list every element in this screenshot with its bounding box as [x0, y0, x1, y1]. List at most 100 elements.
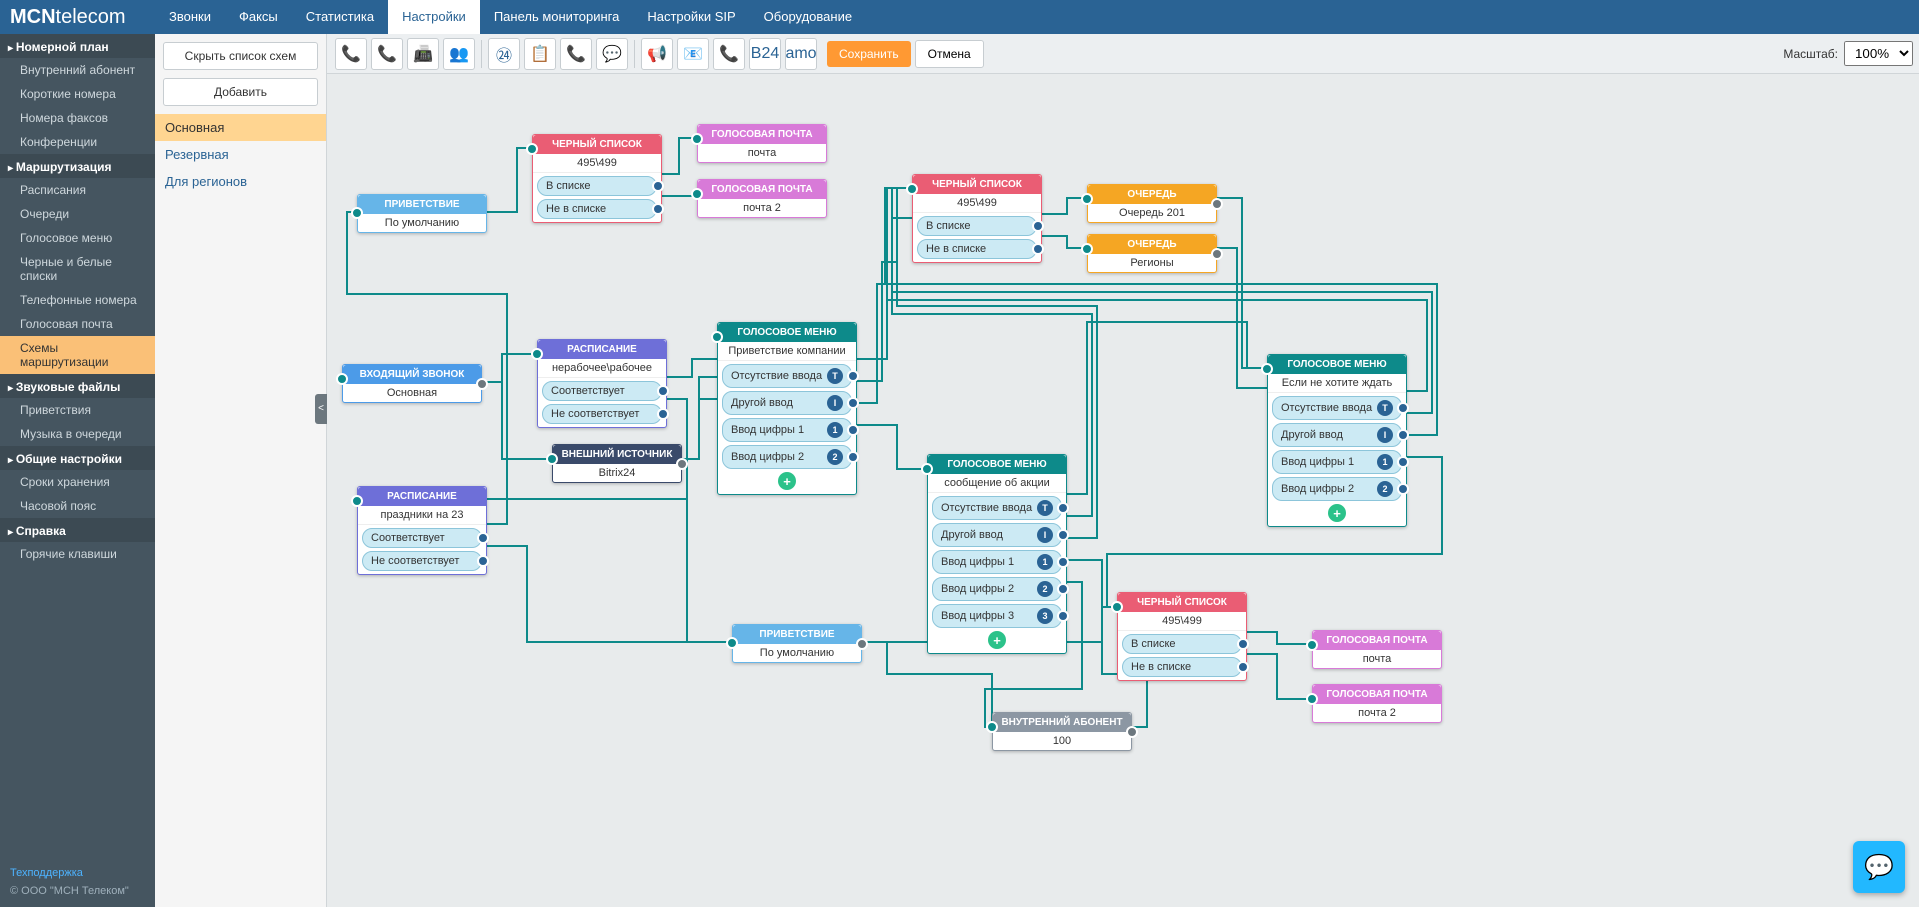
flow-node-extsrc[interactable]: ВНЕШНИЙ ИСТОЧНИКBitrix24 [552, 444, 682, 483]
node-input-port[interactable] [351, 495, 363, 507]
sidebar-section[interactable]: Звуковые файлы [0, 374, 155, 398]
node-input-port[interactable] [1081, 193, 1093, 205]
port-output[interactable] [1237, 638, 1249, 650]
node-port[interactable]: Ввод цифры 22 [932, 577, 1062, 601]
port-output[interactable] [657, 408, 669, 420]
node-port[interactable]: Соответствует [542, 381, 662, 401]
node-input-port[interactable] [906, 183, 918, 195]
flow-node-greeting[interactable]: ПРИВЕТСТВИЕПо умолчанию [357, 194, 487, 233]
port-output[interactable] [1397, 456, 1409, 468]
node-input-port[interactable] [921, 463, 933, 475]
sidebar-section[interactable]: Маршрутизация [0, 154, 155, 178]
node-port[interactable]: Ввод цифры 11 [1272, 450, 1402, 474]
node-port[interactable]: В списке [1122, 634, 1242, 654]
tool-icon[interactable]: 📠 [407, 38, 439, 70]
node-port[interactable]: Другой вводI [722, 391, 852, 415]
tool-icon[interactable]: 📞 [335, 38, 367, 70]
node-input-port[interactable] [726, 637, 738, 649]
node-port[interactable]: Отсутствие вводаT [932, 496, 1062, 520]
node-input-port[interactable] [526, 143, 538, 155]
save-button[interactable]: Сохранить [827, 41, 911, 67]
sidebar-item[interactable]: Внутренний абонент [0, 58, 155, 82]
port-output[interactable] [1397, 402, 1409, 414]
canvas[interactable]: ПРИВЕТСТВИЕПо умолчанию ЧЕРНЫЙ СПИСОК495\… [327, 74, 1919, 907]
sidebar-section[interactable]: Номерной план [0, 34, 155, 58]
sidebar-item[interactable]: Голосовая почта [0, 312, 155, 336]
node-input-port[interactable] [546, 453, 558, 465]
node-input-port[interactable] [1261, 363, 1273, 375]
flow-node-incoming[interactable]: ВХОДЯЩИЙ ЗВОНОКОсновная [342, 364, 482, 403]
port-output[interactable] [477, 555, 489, 567]
flow-node-ivr[interactable]: ГОЛОСОВОЕ МЕНЮЕсли не хотите ждатьОтсутс… [1267, 354, 1407, 527]
chat-fab[interactable]: 💬 [1853, 841, 1905, 893]
sidebar-item[interactable]: Конференции [0, 130, 155, 154]
sidebar-item[interactable]: Телефонные номера [0, 288, 155, 312]
node-input-port[interactable] [691, 133, 703, 145]
node-output-port[interactable] [676, 458, 688, 470]
flow-node-vmail[interactable]: ГОЛОСОВАЯ ПОЧТАпочта 2 [1312, 684, 1442, 723]
flow-node-ivr[interactable]: ГОЛОСОВОЕ МЕНЮсообщение об акцииОтсутств… [927, 454, 1067, 654]
tool-icon[interactable]: 📧 [677, 38, 709, 70]
sidebar-item[interactable]: Музыка в очереди [0, 422, 155, 446]
scheme-item[interactable]: Резервная [155, 141, 326, 168]
sidebar-item[interactable]: Сроки хранения [0, 470, 155, 494]
node-port[interactable]: Соответствует [362, 528, 482, 548]
hide-schemes-button[interactable]: Скрыть список схем [163, 42, 318, 70]
port-output[interactable] [847, 424, 859, 436]
collapse-handle[interactable]: < [315, 394, 327, 424]
port-output[interactable] [1057, 502, 1069, 514]
port-output[interactable] [847, 451, 859, 463]
topnav-item[interactable]: Статистика [292, 0, 388, 34]
flow-node-vmail[interactable]: ГОЛОСОВАЯ ПОЧТАпочта 2 [697, 179, 827, 218]
node-port[interactable]: Ввод цифры 22 [722, 445, 852, 469]
support-link[interactable]: Техподдержка [10, 867, 145, 879]
flow-node-queue[interactable]: ОЧЕРЕДЬРегионы [1087, 234, 1217, 273]
topnav-item[interactable]: Звонки [155, 0, 225, 34]
add-port-button[interactable]: + [988, 631, 1006, 649]
topnav-item[interactable]: Настройки SIP [633, 0, 749, 34]
sidebar-item[interactable]: Часовой пояс [0, 494, 155, 518]
tool-icon[interactable]: 📞 [560, 38, 592, 70]
flow-node-blacklist[interactable]: ЧЕРНЫЙ СПИСОК495\499В спискеНе в списке [532, 134, 662, 223]
tool-icon[interactable]: 📢 [641, 38, 673, 70]
node-port[interactable]: Другой вводI [1272, 423, 1402, 447]
tool-icon[interactable]: ㉔ [488, 38, 520, 70]
tool-icon[interactable]: 👥 [443, 38, 475, 70]
port-output[interactable] [477, 532, 489, 544]
flow-node-ext[interactable]: ВНУТРЕННИЙ АБОНЕНТ100 [992, 712, 1132, 751]
node-output-port[interactable] [476, 378, 488, 390]
sidebar-item[interactable]: Короткие номера [0, 82, 155, 106]
scheme-item[interactable]: Для регионов [155, 168, 326, 195]
node-port[interactable]: Не в списке [537, 199, 657, 219]
port-output[interactable] [1057, 610, 1069, 622]
node-port[interactable]: Другой вводI [932, 523, 1062, 547]
port-output[interactable] [1032, 243, 1044, 255]
node-port[interactable]: Не в списке [1122, 657, 1242, 677]
tool-icon[interactable]: 💬 [596, 38, 628, 70]
add-scheme-button[interactable]: Добавить [163, 78, 318, 106]
tool-icon[interactable]: 📞 [371, 38, 403, 70]
port-output[interactable] [1057, 556, 1069, 568]
sidebar-item[interactable]: Номера факсов [0, 106, 155, 130]
port-output[interactable] [1057, 529, 1069, 541]
node-input-port[interactable] [1306, 639, 1318, 651]
flow-node-vmail[interactable]: ГОЛОСОВАЯ ПОЧТАпочта [697, 124, 827, 163]
node-input-port[interactable] [711, 331, 723, 343]
flow-node-blacklist[interactable]: ЧЕРНЫЙ СПИСОК495\499В спискеНе в списке [912, 174, 1042, 263]
node-input-port[interactable] [531, 348, 543, 360]
sidebar-item[interactable]: Очереди [0, 202, 155, 226]
node-input-port[interactable] [336, 373, 348, 385]
sidebar-item[interactable]: Схемы маршрутизации [0, 336, 155, 374]
port-output[interactable] [652, 180, 664, 192]
port-output[interactable] [1032, 220, 1044, 232]
node-input-port[interactable] [1111, 601, 1123, 613]
node-port[interactable]: Отсутствие вводаT [1272, 396, 1402, 420]
node-input-port[interactable] [1306, 693, 1318, 705]
port-output[interactable] [652, 203, 664, 215]
node-input-port[interactable] [351, 207, 363, 219]
node-input-port[interactable] [691, 188, 703, 200]
flow-node-blacklist[interactable]: ЧЕРНЫЙ СПИСОК495\499В спискеНе в списке [1117, 592, 1247, 681]
sidebar-item[interactable]: Голосовое меню [0, 226, 155, 250]
port-output[interactable] [847, 370, 859, 382]
node-port[interactable]: В списке [537, 176, 657, 196]
